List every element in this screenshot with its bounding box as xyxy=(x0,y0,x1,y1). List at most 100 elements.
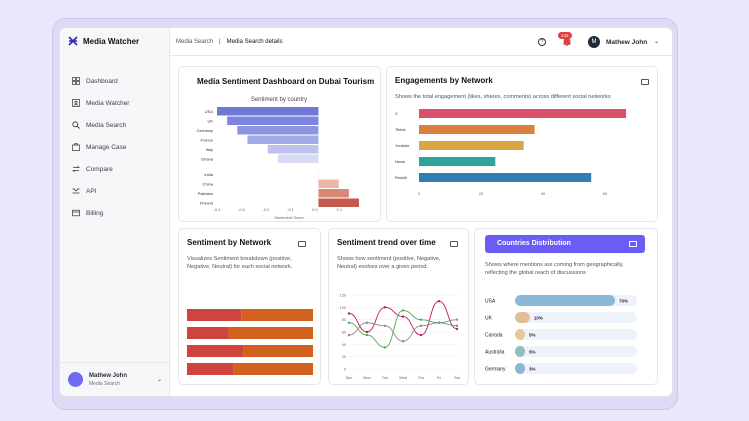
countries-header-button[interactable]: Countries Distribution xyxy=(485,235,645,253)
card-title: Countries Distribution xyxy=(497,240,571,247)
sidebar-item-manage-case[interactable]: Manage Case xyxy=(72,136,164,158)
data-point xyxy=(419,324,423,328)
engagements-card: Engagements by Network Shows the total e… xyxy=(386,66,658,222)
bar xyxy=(419,173,592,182)
sidebar-item-label: API xyxy=(86,187,97,195)
download-icon[interactable] xyxy=(298,241,306,247)
search-icon xyxy=(72,121,80,129)
data-point xyxy=(347,312,351,315)
bar xyxy=(267,145,319,154)
help-icon[interactable]: ? xyxy=(538,38,546,46)
tick-label: Germany xyxy=(485,367,506,373)
breadcrumb-parent[interactable]: Media Search xyxy=(176,39,214,45)
app-name: Media Watcher xyxy=(83,36,140,46)
tick-label: UK xyxy=(207,119,213,124)
topbar-user-name[interactable]: Mathew John xyxy=(606,39,648,46)
briefcase-icon xyxy=(72,143,80,151)
tick-label: Tiktok xyxy=(395,127,406,132)
data-label: 10% xyxy=(534,316,543,321)
series-line xyxy=(348,300,458,336)
desc-line: Visualizes Sentiment breakdown (positive… xyxy=(187,256,292,262)
app-logo[interactable]: Media Watcher xyxy=(68,36,139,46)
card-description: Visualizes Sentiment breakdown (positive… xyxy=(187,255,317,271)
countries-chart: USA 70% UK 10% Canada 5% Australia 5% Germany 3% xyxy=(485,295,637,374)
tick-label: -0.1 xyxy=(287,207,295,212)
sentiment-trend-chart: 0 20 40 60 80 100 120 Sun Mon Tue Wed Thu Fri Sat xyxy=(340,294,461,381)
tick-label: 20 xyxy=(479,191,484,196)
data-point xyxy=(365,333,369,337)
notification-badge: 142 xyxy=(558,32,572,39)
tick-label: Tue xyxy=(382,376,388,380)
card-description: Shows the total engagement (likes, share… xyxy=(395,94,611,100)
bar-track xyxy=(515,363,637,374)
bar xyxy=(419,109,627,118)
tick-label: 80 xyxy=(342,318,346,322)
expand-icon[interactable] xyxy=(641,79,649,85)
bar xyxy=(515,329,525,340)
sidebar-item-label: Media Watcher xyxy=(86,99,130,107)
bar-segment xyxy=(187,345,244,357)
sidebar-item-label: Manage Case xyxy=(86,143,127,151)
bar-track xyxy=(515,346,637,357)
sidebar-user[interactable]: Mathew John Media Search ⌄ xyxy=(60,362,170,396)
card-description: Shows where mentions are coming from geo… xyxy=(485,261,655,277)
data-label: 3% xyxy=(529,367,536,372)
sidebar-item-compare[interactable]: Compare xyxy=(72,158,164,180)
tick-label: USA xyxy=(205,109,214,114)
card-title: Media Sentiment Dashboard on Dubai Touri… xyxy=(197,77,375,86)
tick-label: India xyxy=(204,172,213,177)
data-label: 5% xyxy=(529,350,536,355)
sentiment-network-card: Sentiment by Network Visualizes Sentimen… xyxy=(178,228,321,385)
sidebar-item-billing[interactable]: Billing xyxy=(72,202,164,224)
bar xyxy=(247,135,319,144)
bar xyxy=(515,295,616,306)
download-icon[interactable] xyxy=(450,241,458,247)
tick-label: Sun xyxy=(346,376,353,380)
data-point xyxy=(383,346,387,349)
tick-label: Youtube xyxy=(395,143,410,148)
breadcrumb: Media Search | Media Search details xyxy=(176,39,283,45)
bar-track xyxy=(515,329,637,340)
sidebar-nav: Dashboard Media Watcher Media Search Man… xyxy=(72,70,164,224)
tick-label: 40 xyxy=(342,343,346,347)
tick-label: Reddit xyxy=(395,175,407,180)
app-window: Media Watcher Dashboard Media Watcher Me… xyxy=(60,28,672,396)
tick-label: -0.4 xyxy=(214,207,222,212)
bar xyxy=(419,157,496,166)
bar-segment xyxy=(241,309,313,321)
topbar: Media Search | Media Search details ? 14… xyxy=(170,28,672,56)
bar-segment xyxy=(228,327,313,339)
tick-label: Mon xyxy=(363,376,370,380)
sidebar-item-media-watcher[interactable]: Media Watcher xyxy=(72,92,164,114)
card-description: Shows how sentiment (positive, Negative,… xyxy=(337,255,467,271)
countries-card: Countries Distribution Shows where menti… xyxy=(474,228,658,385)
bar xyxy=(217,107,319,116)
data-point xyxy=(347,321,351,324)
bar-segment xyxy=(187,309,242,321)
sentiment-country-card: Media Sentiment Dashboard on Dubai Touri… xyxy=(178,66,381,222)
sidebar-item-api[interactable]: API xyxy=(72,180,164,202)
tick-label: USA xyxy=(485,299,496,305)
data-point xyxy=(383,306,387,309)
breadcrumb-current: Media Search details xyxy=(226,39,283,45)
data-point xyxy=(401,340,405,343)
sidebar-item-label: Billing xyxy=(86,209,104,217)
sidebar-item-dashboard[interactable]: Dashboard xyxy=(72,70,164,92)
chevron-down-icon[interactable]: ⌄ xyxy=(156,377,162,383)
bar xyxy=(318,179,339,188)
tick-label: 0 xyxy=(344,368,346,372)
sidebar: Media Watcher Dashboard Media Watcher Me… xyxy=(60,28,170,396)
sidebar-user-role: Media Search xyxy=(89,380,120,387)
desc-line: Negative, Neutral) for each social netwo… xyxy=(187,264,293,270)
desc-line: Shows where mentions are coming from geo… xyxy=(485,262,624,268)
sidebar-item-media-search[interactable]: Media Search xyxy=(72,114,164,136)
tick-label: X xyxy=(395,111,398,116)
download-icon[interactable] xyxy=(629,241,637,247)
user-avatar[interactable]: M xyxy=(588,36,600,48)
data-point xyxy=(419,333,423,337)
sentiment-country-chart: Sentiment by country USA UK Germany France It… xyxy=(197,97,359,219)
chevron-down-icon[interactable]: ⌄ xyxy=(654,39,660,45)
desc-line: reflecting the global reach of discussio… xyxy=(485,270,586,276)
tick-label: China xyxy=(203,182,214,187)
data-point xyxy=(401,309,405,312)
